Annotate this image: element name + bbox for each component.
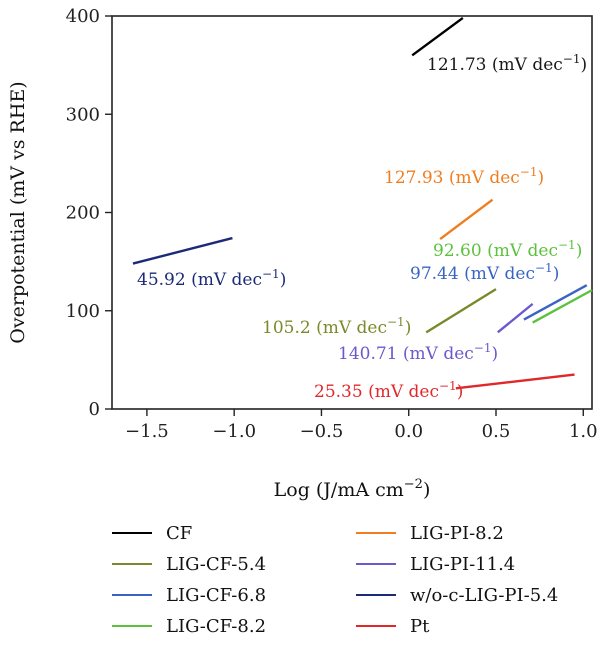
- slope-annotation-4: 127.93 (mV dec−1): [384, 165, 544, 188]
- series-line-5: [496, 302, 534, 334]
- tafel-chart: −1.5 −1.0 −0.5 0.0 0.5 1.0 0 100 200 300 400 121.7…: [7, 6, 598, 501]
- legend-item-5: LIG-PI-11.4: [356, 551, 515, 577]
- legend-swatch: [356, 594, 396, 596]
- slope-annotation-3: 92.60 (mV dec−1): [433, 238, 582, 261]
- legend-swatch: [112, 625, 152, 627]
- slope-annotation-6: 45.92 (mV dec−1): [137, 267, 286, 290]
- slope-unit: (mV dec: [403, 344, 474, 364]
- slope-unit: (mV dec: [464, 264, 535, 284]
- series-line-2: [523, 284, 588, 321]
- slope-unit-sup: −1: [439, 379, 457, 393]
- slope-annotations: 121.73 (mV dec−1)105.2 (mV dec−1)97.44 (…: [137, 52, 587, 402]
- legend-label: LIG-CF-5.4: [166, 553, 267, 575]
- legend-swatch: [112, 532, 152, 534]
- legend-label: w/o-c-LIG-PI-5.4: [410, 584, 559, 606]
- series-line-0: [411, 16, 464, 57]
- slope-unit-close: ): [576, 241, 583, 261]
- series-line-3: [532, 289, 593, 324]
- slope-annotation-0: 121.73 (mV dec−1): [427, 52, 587, 75]
- slope-unit-sup: −1: [563, 52, 581, 66]
- slope-unit-close: ): [553, 264, 560, 284]
- legend-swatch: [112, 594, 152, 596]
- slope-unit: (mV dec: [449, 168, 520, 188]
- legend-item-7: Pt: [356, 613, 429, 639]
- legend-item-6: w/o-c-LIG-PI-5.4: [356, 582, 558, 608]
- series-line-6: [132, 236, 233, 265]
- slope-value: 92.60: [433, 241, 487, 261]
- x-axis-title: Log (J/mA cm−2): [274, 477, 431, 501]
- slope-unit: (mV dec: [191, 270, 262, 290]
- legend-item-2: LIG-CF-6.8: [112, 582, 266, 608]
- slope-unit-close: ): [538, 168, 545, 188]
- slope-unit-sup: −1: [558, 238, 576, 252]
- x-tick-label: −0.5: [300, 421, 344, 442]
- legend-swatch: [356, 625, 396, 627]
- slope-unit-sup: −1: [262, 267, 280, 281]
- legend-label: LIG-CF-6.8: [166, 584, 267, 606]
- y-tick-label: 200: [66, 203, 100, 224]
- x-tick-label: 0.0: [394, 421, 423, 442]
- y-tick-label: 300: [66, 104, 100, 125]
- x-tick-label: −1.5: [125, 421, 169, 442]
- y-axis-title: Overpotential (mV vs RHE): [7, 81, 29, 343]
- slope-annotation-5: 140.71 (mV dec−1): [338, 341, 498, 364]
- legend-label: LIG-PI-11.4: [410, 553, 516, 575]
- slope-unit-sup: −1: [474, 341, 492, 355]
- x-title-main: Log (J/mA cm: [274, 479, 404, 501]
- slope-unit-close: ): [280, 270, 287, 290]
- legend-swatch: [112, 563, 152, 565]
- x-tick-label: 0.5: [482, 421, 511, 442]
- legend-label: CF: [166, 522, 193, 544]
- legend-swatch: [356, 563, 396, 565]
- slope-value: 25.35: [314, 382, 368, 402]
- slope-unit-sup: −1: [387, 315, 405, 329]
- axes: −1.5 −1.0 −0.5 0.0 0.5 1.0 0 100 200 300 400: [66, 6, 598, 442]
- legend-item-0: CF: [112, 520, 192, 546]
- slope-unit-sup: −1: [520, 165, 538, 179]
- legend-swatch: [356, 532, 396, 534]
- x-tick-label: 1.0: [569, 421, 598, 442]
- slope-annotation-1: 105.2 (mV dec−1): [262, 315, 411, 338]
- slope-unit-sup: −1: [535, 261, 553, 275]
- slope-value: 105.2: [262, 318, 316, 338]
- slope-unit-close: ): [492, 344, 499, 364]
- slope-value: 121.73: [427, 55, 492, 75]
- slope-unit: (mV dec: [492, 55, 563, 75]
- y-tick-label: 0: [89, 399, 100, 420]
- x-title-sup: −2: [404, 477, 423, 492]
- series-lines: [132, 16, 593, 390]
- slope-value: 45.92: [137, 270, 191, 290]
- legend: CF LIG-CF-5.4 LIG-CF-6.8 LIG-CF-8.2 LIG-PI-8…: [112, 520, 592, 644]
- slope-annotation-7: 25.35 (mV dec−1): [314, 379, 463, 402]
- y-tick-label: 400: [66, 6, 100, 27]
- legend-label: Pt: [410, 615, 430, 637]
- x-tick-label: −1.0: [212, 421, 256, 442]
- y-tick-label: 100: [66, 301, 100, 322]
- legend-label: LIG-PI-8.2: [410, 522, 504, 544]
- slope-unit: (mV dec: [316, 318, 387, 338]
- slope-annotation-2: 97.44 (mV dec−1): [410, 261, 559, 284]
- slope-value: 140.71: [338, 344, 403, 364]
- x-title-close: ): [423, 479, 430, 501]
- legend-item-4: LIG-PI-8.2: [356, 520, 504, 546]
- legend-item-1: LIG-CF-5.4: [112, 551, 266, 577]
- slope-unit-close: ): [581, 55, 588, 75]
- slope-unit: (mV dec: [487, 241, 558, 261]
- slope-unit-close: ): [457, 382, 464, 402]
- series-line-1: [425, 288, 497, 334]
- slope-value: 97.44: [410, 264, 464, 284]
- series-line-4: [439, 198, 494, 240]
- slope-unit: (mV dec: [368, 382, 439, 402]
- legend-item-3: LIG-CF-8.2: [112, 613, 266, 639]
- slope-value: 127.93: [384, 168, 449, 188]
- series-line-7: [455, 373, 575, 390]
- slope-unit-close: ): [405, 318, 412, 338]
- legend-label: LIG-CF-8.2: [166, 615, 267, 637]
